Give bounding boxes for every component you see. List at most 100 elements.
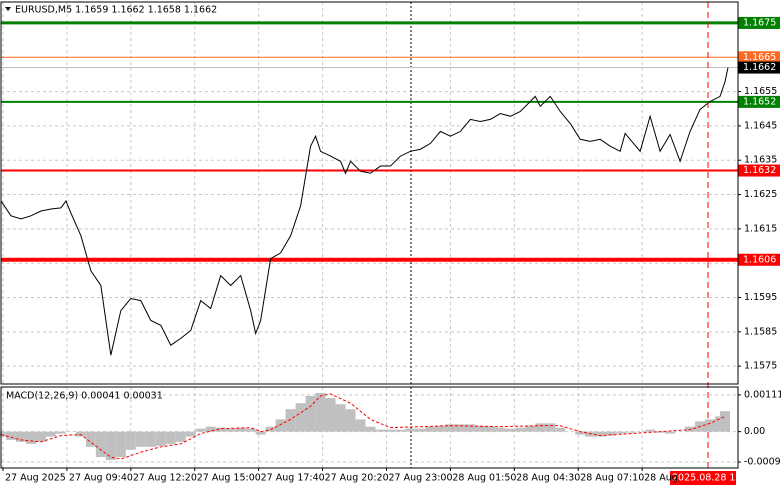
macd-bar xyxy=(615,431,626,434)
macd-bar xyxy=(335,404,346,432)
macd-bar xyxy=(135,431,146,447)
macd-bar xyxy=(5,431,16,440)
x-tick-label: 27 Aug 09:40 xyxy=(69,473,133,484)
macd-bar xyxy=(645,429,656,432)
level-label-box xyxy=(738,95,780,108)
macd-bar xyxy=(545,423,556,432)
x-tick-label: 28 Aug xyxy=(644,473,678,484)
level-label-box xyxy=(738,164,780,177)
x-tick-label: 27 Aug 15:00 xyxy=(197,473,261,484)
macd-bar xyxy=(245,428,256,432)
x-tick-label: 28 Aug 01:50 xyxy=(452,473,516,484)
macd-bar xyxy=(505,428,516,432)
last-price-box xyxy=(738,61,780,74)
macd-bar xyxy=(455,424,466,432)
y-tick-label: 1.1585 xyxy=(744,326,777,337)
macd-bar xyxy=(145,431,156,447)
macd-bar xyxy=(115,431,126,458)
macd-bar xyxy=(165,431,176,444)
level-label: 1.1665 xyxy=(743,52,776,63)
macd-bar xyxy=(625,431,636,433)
last-price-label: 1.1662 xyxy=(743,62,776,73)
macd-bar xyxy=(385,429,396,432)
macd-bar xyxy=(45,431,56,437)
macd-bar xyxy=(95,431,106,458)
macd-bar xyxy=(445,424,456,432)
macd-bar xyxy=(495,427,506,432)
macd-bar xyxy=(325,397,336,432)
macd-bar xyxy=(295,403,306,432)
macd-bar xyxy=(345,409,356,432)
macd-bar xyxy=(35,431,46,442)
macd-bar xyxy=(255,431,266,435)
x-tick-label: 27 Aug 12:20 xyxy=(133,473,197,484)
macd-bar xyxy=(415,428,426,432)
macd-bar xyxy=(395,429,406,432)
macd-bar xyxy=(355,419,366,432)
y-tick-label: 1.1615 xyxy=(744,223,777,234)
macd-bar xyxy=(215,427,226,432)
macd-bar xyxy=(465,424,476,432)
macd-bar xyxy=(575,431,586,435)
macd-bar xyxy=(275,419,286,432)
panel-frame xyxy=(0,1,739,385)
y-tick-label: 1.1655 xyxy=(744,86,777,97)
macd-bar xyxy=(235,427,246,432)
x-tick-label: 27 Aug 23:00 xyxy=(388,473,452,484)
level-label: 1.1606 xyxy=(743,254,776,265)
macd-bar xyxy=(105,431,116,461)
level-label: 1.1675 xyxy=(743,17,776,28)
x-tick-label: 28 Aug 07:10 xyxy=(580,473,644,484)
macd-bar xyxy=(405,428,416,432)
level-label: 1.1632 xyxy=(743,165,776,176)
macd-bar xyxy=(315,392,326,432)
macd-bar xyxy=(485,426,496,432)
macd-bar xyxy=(365,426,376,432)
macd-bar xyxy=(535,423,546,432)
macd-bar xyxy=(155,431,166,446)
y-tick-label: 1.1595 xyxy=(744,292,777,303)
y-tick-label: 1.1625 xyxy=(744,189,777,200)
macd-bar xyxy=(515,427,526,432)
level-label-box xyxy=(738,51,780,64)
level-label-box xyxy=(738,253,780,266)
x-tick-label: 27 Aug 20:20 xyxy=(325,473,389,484)
macd-bar xyxy=(375,429,386,432)
signal-line xyxy=(0,393,726,460)
macd-bar xyxy=(665,431,676,434)
x-tick-label: 27 Aug 17:40 xyxy=(261,473,325,484)
macd-bar xyxy=(525,425,536,432)
title-arrow xyxy=(5,7,11,11)
macd-bar xyxy=(605,431,616,436)
macd-bar xyxy=(555,427,566,432)
y-tick-label: 1.1645 xyxy=(744,120,777,131)
macd-bar xyxy=(285,409,296,432)
macd-bar xyxy=(205,426,216,432)
macd-bar xyxy=(435,425,446,432)
macd-bar xyxy=(225,428,236,432)
macd-bar xyxy=(175,431,186,442)
macd-bar xyxy=(720,411,731,432)
macd-bar xyxy=(55,431,66,434)
panel-frame xyxy=(0,386,739,469)
macd-bar xyxy=(25,431,36,444)
chart-title: MACD(12,26,9) 0.00041 0.00031 xyxy=(6,391,163,402)
macd-bar xyxy=(85,431,96,447)
macd-bar xyxy=(195,428,206,432)
macd-bar xyxy=(705,419,716,432)
y-tick-label: 1.1635 xyxy=(744,155,777,166)
y-tick-label: 1.1575 xyxy=(744,361,777,372)
chart-title: EURUSD,M5 1.1659 1.1662 1.1658 1.1662 xyxy=(15,5,217,16)
y-tick-label: -0.00092 xyxy=(744,457,781,468)
y-tick-label: 0.00 xyxy=(744,426,765,437)
cursor-time-label: 2025.08.28 12:35 xyxy=(672,473,757,484)
macd-bar xyxy=(0,431,6,437)
level-label-box xyxy=(738,16,780,29)
x-tick-label: 28 Aug 04:30 xyxy=(516,473,580,484)
macd-bar xyxy=(185,431,196,437)
macd-bar xyxy=(595,431,606,437)
price-line xyxy=(0,67,729,356)
macd-bar xyxy=(425,426,436,432)
